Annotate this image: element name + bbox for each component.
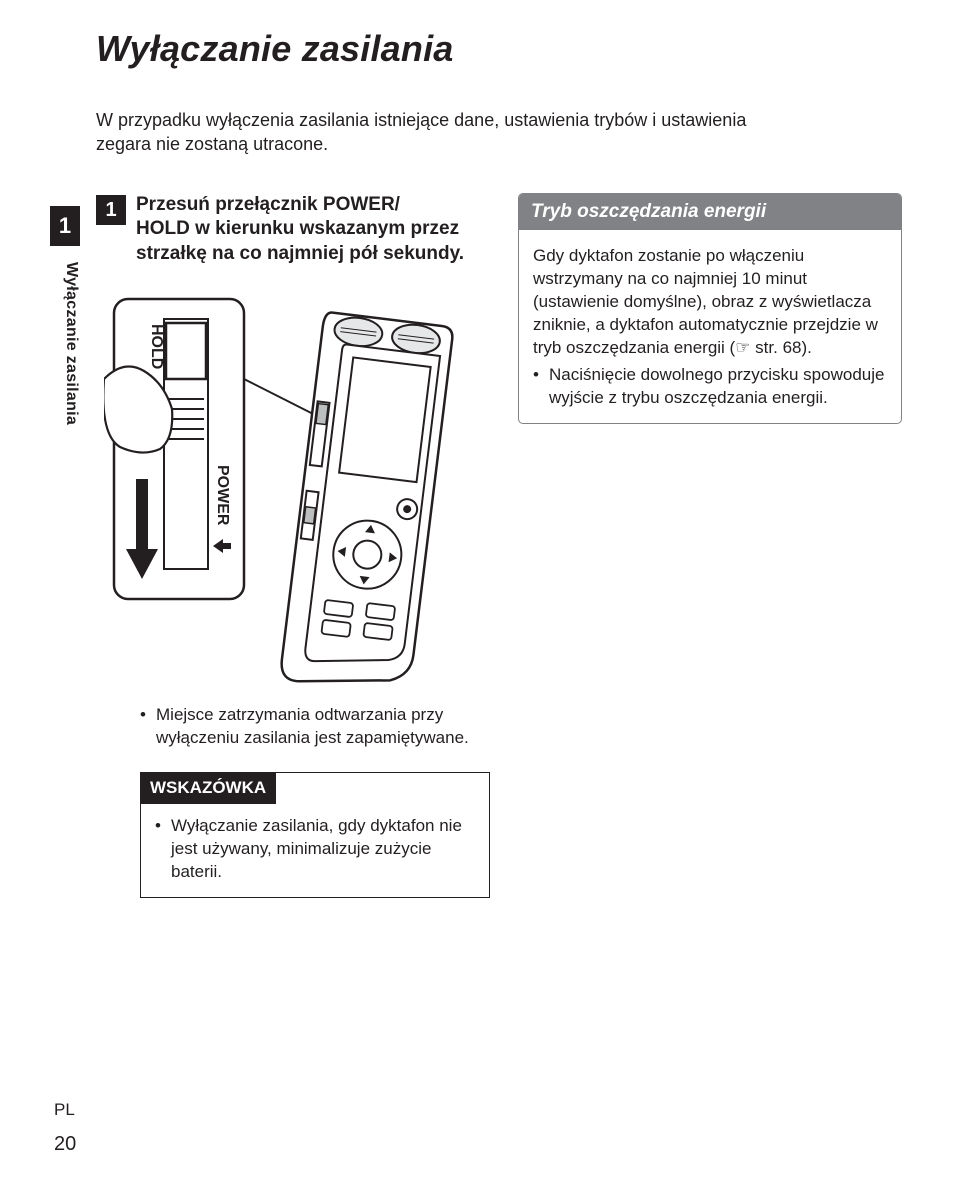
step-1: 1 Przesuń przełącznik POWER/ HOLD w kier… [96,193,492,267]
info-bullet: Naciśnięcie dowolnego przycisku spowoduj… [533,363,887,409]
info-paragraph: Gdy dyktafon zostanie po włączeniu wstrz… [533,244,887,360]
step-number: 1 [96,195,126,225]
illustration: HOLD POWER [96,289,492,694]
page-title: Wyłączanie zasilania [0,0,960,70]
step-text: Przesuń przełącznik POWER/ HOLD w kierun… [136,193,492,267]
side-label: Wyłączanie zasilania [50,256,80,425]
intro-text: W przypadku wyłączenia zasilania istniej… [0,70,820,157]
switch-hold-label: HOLD [148,324,165,369]
step-kw-power: POWER/ [323,194,400,215]
tip-label: WSKAZÓWKA [140,772,276,804]
footer-lang: PL [54,1100,75,1120]
chapter-tab: 1 [50,206,80,246]
after-note-bullet: Miejsce zatrzymania odtwarzania przy wył… [140,704,470,750]
info-box: Tryb oszczędzania energii Gdy dyktafon z… [518,193,902,425]
step-kw-hold: HOLD [136,218,190,239]
footer-page-number: 20 [54,1133,76,1156]
tip-box: WSKAZÓWKA Wyłączanie zasilania, gdy dykt… [140,772,490,898]
info-box-body: Gdy dyktafon zostanie po włączeniu wstrz… [519,230,901,424]
content-row: 1 Przesuń przełącznik POWER/ HOLD w kier… [0,193,960,694]
below-illustration: Miejsce zatrzymania odtwarzania przy wył… [0,704,960,898]
tip-bullet: Wyłączanie zasilania, gdy dyktafon nie j… [155,814,475,883]
right-column: Tryb oszczędzania energii Gdy dyktafon z… [518,193,902,425]
after-note: Miejsce zatrzymania odtwarzania przy wył… [140,704,470,750]
step-text-prefix: Przesuń przełącznik [136,194,323,215]
tip-body: Wyłączanie zasilania, gdy dyktafon nie j… [141,804,489,897]
left-column: 1 Przesuń przełącznik POWER/ HOLD w kier… [96,193,492,694]
info-box-header: Tryb oszczędzania energii [519,194,901,230]
switch-power-label: POWER [214,465,231,526]
device-svg: HOLD POWER [104,289,484,689]
